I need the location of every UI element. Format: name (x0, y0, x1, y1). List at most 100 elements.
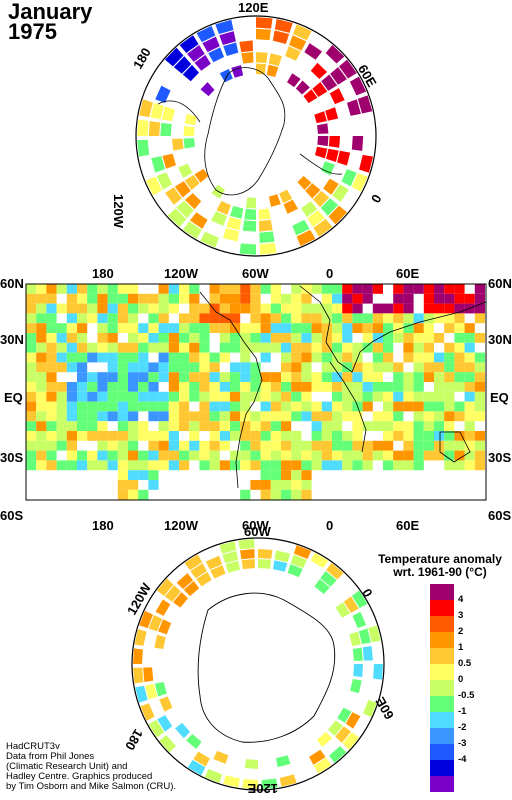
anomaly-cell (281, 391, 292, 402)
anomaly-cell (281, 401, 292, 412)
anomaly-cell (189, 450, 200, 461)
anomaly-cell (291, 489, 302, 500)
anomaly-cell (309, 749, 326, 765)
north-polar-border (135, 15, 377, 257)
anomaly-cell (26, 382, 37, 392)
anomaly-cell (383, 411, 394, 422)
legend-swatch (430, 648, 454, 664)
anomaly-cell (46, 440, 57, 451)
anomaly-cell (219, 68, 233, 83)
anomaly-cell (301, 201, 318, 218)
anomaly-cell (393, 382, 404, 392)
anomaly-cell (138, 489, 149, 500)
anomaly-cell (393, 460, 404, 471)
anomaly-cell (117, 323, 128, 333)
anomaly-cell (332, 184, 349, 203)
anomaly-cell (321, 382, 332, 392)
anomaly-cell (423, 352, 434, 363)
world-map-frame (25, 283, 487, 501)
anomaly-cell (167, 208, 187, 228)
anomaly-cell (128, 450, 139, 461)
anomaly-cell (434, 421, 445, 431)
anomaly-cell (230, 460, 241, 471)
anomaly-cell (168, 401, 179, 412)
anomaly-cell (26, 411, 37, 422)
anomaly-cell (301, 362, 312, 373)
anomaly-cell (189, 212, 208, 229)
anomaly-cell (345, 712, 361, 729)
anomaly-cell (189, 333, 200, 343)
anomaly-cell (423, 450, 434, 461)
anomaly-cell (250, 411, 261, 422)
south-polar-map (131, 537, 385, 791)
anomaly-cell (172, 138, 184, 151)
anomaly-cell (199, 450, 210, 461)
anomaly-cell (368, 625, 381, 643)
anomaly-cell (313, 190, 330, 208)
anomaly-cell (158, 293, 169, 304)
anomaly-cell (362, 401, 373, 412)
anomaly-cell (270, 489, 281, 500)
anomaly-cell (321, 450, 332, 461)
anomaly-cell (444, 450, 455, 461)
legend-swatch (430, 728, 454, 744)
anomaly-cell (454, 293, 465, 304)
wm-top-lon-180: 180 (92, 266, 114, 281)
anomaly-cell (352, 372, 363, 382)
anomaly-cell (66, 401, 77, 412)
anomaly-cell (148, 450, 159, 461)
anomaly-cell (184, 113, 198, 126)
anomaly-cell (97, 293, 108, 304)
anomaly-cell (301, 440, 312, 451)
anomaly-cell (107, 431, 118, 441)
anomaly-cell (260, 411, 271, 422)
anomaly-cell (240, 401, 251, 412)
anomaly-cell (117, 382, 128, 392)
anomaly-cell (266, 64, 279, 78)
anomaly-cell (230, 362, 241, 373)
anomaly-cell (342, 460, 353, 471)
anomaly-cell (128, 391, 139, 402)
anomaly-cell (250, 460, 261, 471)
anomaly-cell (230, 450, 241, 461)
anomaly-cell (230, 401, 241, 412)
anomaly-cell (154, 634, 166, 649)
anomaly-cell (444, 440, 455, 451)
anomaly-cell (423, 284, 434, 294)
anomaly-cell (260, 480, 271, 490)
anomaly-cell (464, 323, 475, 333)
anomaly-cell (372, 421, 383, 431)
anomaly-cell (454, 460, 465, 471)
anomaly-cell (138, 342, 149, 353)
anomaly-cell (342, 401, 353, 412)
anomaly-cell (117, 470, 128, 480)
anomaly-cell (240, 303, 251, 314)
anomaly-cell (240, 352, 251, 363)
anomaly-cell (474, 372, 485, 382)
map-title: January 1975 (8, 1, 92, 43)
anomaly-cell (148, 411, 159, 422)
anomaly-cell (155, 85, 171, 103)
anomaly-cell (383, 333, 394, 343)
anomaly-cell (454, 401, 465, 412)
anomaly-cell (311, 421, 322, 431)
anomaly-cell (258, 219, 273, 232)
anomaly-cell (189, 303, 200, 314)
anomaly-cell (464, 342, 475, 353)
anomaly-cell (250, 362, 261, 373)
wm-top-lon-60e: 60E (396, 266, 420, 281)
anomaly-cell (107, 284, 118, 294)
legend-swatch (430, 760, 454, 776)
anomaly-cell (362, 313, 373, 324)
anomaly-cell (362, 362, 373, 373)
wm-bottom-lon-0: 0 (326, 518, 334, 533)
anomaly-cell (393, 421, 404, 431)
anomaly-cell (56, 421, 67, 431)
anomaly-cell (128, 284, 139, 294)
anomaly-cell (434, 313, 445, 324)
anomaly-cell (444, 362, 455, 373)
anomaly-cell (301, 382, 312, 392)
anomaly-cell (158, 342, 169, 353)
anomaly-cell (199, 352, 210, 363)
anomaly-cell (46, 342, 57, 353)
